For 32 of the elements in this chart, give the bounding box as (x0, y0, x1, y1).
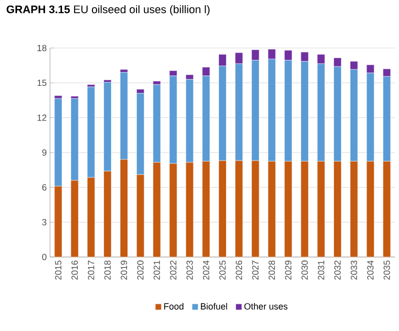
x-tick-label: 2024 (202, 260, 210, 280)
x-tick-label: 2030 (301, 260, 308, 280)
x-tick-label: 2032 (334, 260, 341, 280)
y-tick-label: 6 (42, 184, 46, 191)
x-tick-label: 2027 (252, 260, 259, 280)
x-tick-label: 2022 (170, 260, 176, 280)
x-tick-label: 2034 (367, 260, 374, 280)
x-tick-label: 2018 (104, 260, 111, 280)
legend-label: Other uses (244, 302, 288, 310)
x-tick-label: 2019 (120, 260, 128, 280)
y-tick-label: 12 (38, 114, 46, 121)
y-tick-label: 3 (42, 218, 46, 226)
x-tick-label: 2029 (285, 260, 292, 280)
x-tick-label: 2020 (137, 260, 144, 280)
legend-label: Biofuel (200, 302, 228, 310)
x-tick-label: 2028 (268, 260, 275, 280)
legend-label: Food (164, 302, 184, 310)
y-tick-label: 18 (38, 44, 46, 52)
x-tick-label: 2025 (219, 260, 226, 280)
x-tick-label: 2015 (55, 260, 62, 280)
x-tick-label: 2023 (186, 260, 193, 280)
x-tick-label: 2021 (154, 260, 160, 280)
x-tick-label: 2033 (350, 260, 358, 280)
x-tick-label: 2031 (318, 260, 324, 280)
chart-title: GRAPH 3.15 EU oilseed oil uses (billion l) (6, 5, 210, 16)
x-tick-label: 2017 (88, 260, 94, 280)
x-tick-label: 2026 (236, 260, 242, 280)
x-tick-label: 2035 (384, 260, 390, 280)
y-tick-label: 0 (42, 254, 46, 260)
y-tick-label: 9 (42, 149, 46, 156)
x-tick-label: 2016 (71, 260, 78, 280)
y-tick-label: 15 (38, 80, 46, 86)
